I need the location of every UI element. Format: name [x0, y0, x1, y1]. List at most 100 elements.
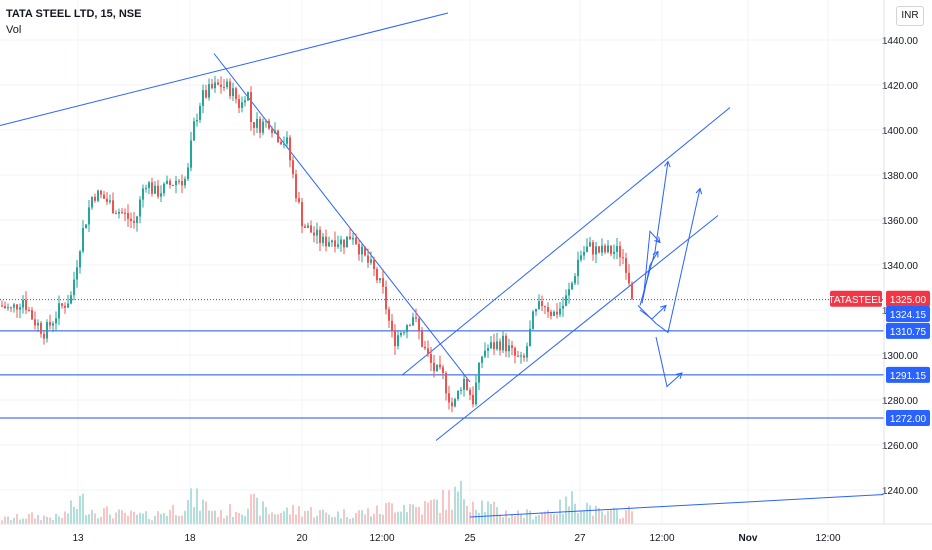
- volume-bar: [58, 516, 60, 524]
- candle-body: [553, 311, 555, 316]
- candle-body: [172, 184, 174, 186]
- volume-bar: [574, 503, 576, 524]
- arrow-up-far-head: [664, 160, 671, 168]
- candle-body: [325, 236, 327, 247]
- volume-bar: [184, 510, 186, 524]
- candle-body: [61, 303, 63, 306]
- volume-bar: [76, 508, 78, 524]
- volume-bar: [391, 503, 393, 524]
- candle-body: [520, 355, 522, 357]
- candle-body: [559, 308, 561, 315]
- volume-bar: [547, 510, 549, 524]
- volume-bar: [7, 516, 9, 524]
- y-tick-label: 1380.00: [882, 171, 919, 182]
- candle-body: [502, 335, 504, 351]
- trend-lines: [0, 12, 885, 518]
- candle-body: [157, 185, 159, 197]
- candle-body: [154, 185, 156, 194]
- volume-bar: [607, 510, 609, 524]
- candle-body: [463, 378, 465, 390]
- volume-bar: [523, 517, 525, 524]
- candle-body: [241, 102, 243, 108]
- candle-body: [64, 305, 66, 308]
- candle-body: [622, 257, 624, 259]
- candle-body: [40, 323, 42, 334]
- candle-body: [478, 362, 480, 383]
- y-tick-label: 1340.00: [882, 261, 919, 272]
- candle-body: [406, 325, 408, 333]
- volume-bar: [505, 510, 507, 524]
- candle-body: [382, 278, 384, 287]
- volume-bar: [232, 517, 234, 524]
- candle-body: [586, 246, 588, 252]
- volume-bar: [415, 507, 417, 524]
- candle-body: [490, 342, 492, 349]
- candle-body: [316, 229, 318, 236]
- candle-body: [367, 255, 369, 263]
- volume-bar: [481, 500, 483, 524]
- candle-body: [328, 242, 330, 247]
- candle-body: [127, 212, 129, 219]
- volume-bar: [526, 509, 528, 524]
- volume-bar: [427, 502, 429, 524]
- arrow-dip-small: [639, 305, 667, 320]
- volume-bar: [160, 514, 162, 524]
- volume-bar: [565, 496, 567, 524]
- volume-bar: [250, 494, 252, 524]
- volume-bar: [112, 518, 114, 524]
- candle-body: [304, 226, 306, 228]
- y-tick-label: 1360.00: [882, 216, 919, 227]
- candle-body: [205, 90, 207, 98]
- level-tag-bg: [886, 322, 930, 339]
- candle-body: [598, 246, 600, 253]
- candle-body: [400, 332, 402, 336]
- candle-body: [481, 356, 483, 363]
- volume-bar: [19, 519, 21, 524]
- arrow-up-small-2: [643, 230, 661, 293]
- volume-bar: [355, 512, 357, 524]
- volume-bar: [592, 515, 594, 524]
- candle-body: [532, 311, 534, 329]
- volume-bar: [133, 511, 135, 524]
- candle-body: [28, 310, 30, 312]
- candle-body: [580, 255, 582, 260]
- candle-body: [67, 303, 69, 308]
- volume-bar: [403, 504, 405, 524]
- volume-bar: [580, 510, 582, 524]
- volume-bar: [274, 514, 276, 524]
- candle-body: [226, 81, 228, 88]
- volume-bar: [418, 507, 420, 524]
- volume-bar: [139, 512, 141, 524]
- volume-bar: [298, 506, 300, 524]
- candle-body: [121, 211, 123, 213]
- y-tick-label: 1260.00: [882, 441, 919, 452]
- candle-body: [385, 286, 387, 310]
- volume-indicator-label[interactable]: Vol: [6, 24, 22, 36]
- volume-bar: [436, 499, 438, 524]
- volume-bar: [277, 514, 279, 524]
- volume-bar: [583, 510, 585, 524]
- level-tag: 1310.75: [890, 327, 927, 338]
- arrow-up-small-head: [652, 250, 659, 258]
- symbol-tag: TATASTEEL: [828, 295, 883, 306]
- currency-button[interactable]: INR: [896, 6, 924, 26]
- candle-body: [229, 81, 231, 97]
- candle-body: [244, 100, 246, 103]
- volume-bar: [259, 515, 261, 524]
- candle-body: [619, 245, 621, 258]
- volume-bar: [352, 517, 354, 524]
- volume-bar: [1, 520, 3, 524]
- candle-body: [25, 300, 27, 311]
- volume-bar: [49, 517, 51, 524]
- y-tick-label: 1400.00: [882, 126, 919, 137]
- volume-bar: [247, 508, 249, 524]
- candle-body: [379, 278, 381, 281]
- volume-bar: [220, 509, 222, 524]
- volume-bar: [466, 505, 468, 524]
- volume-bar: [571, 491, 573, 524]
- candle-body: [283, 143, 285, 145]
- volume-bar: [388, 502, 390, 524]
- candle-body: [370, 259, 372, 263]
- volume-bar: [508, 517, 510, 524]
